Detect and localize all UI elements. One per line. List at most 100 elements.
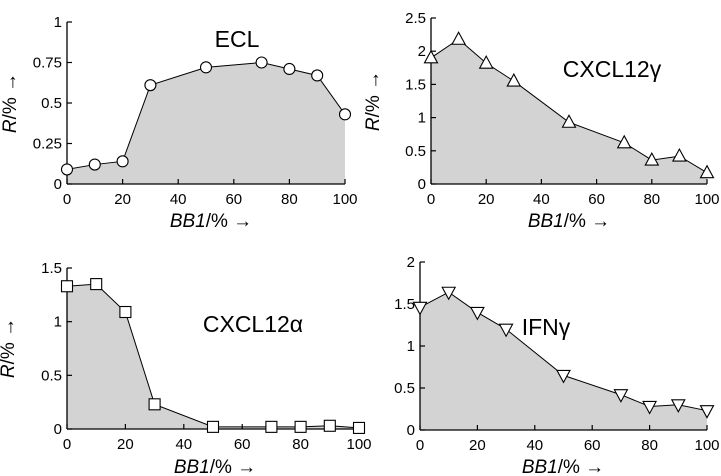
data-point — [561, 114, 577, 128]
y-tick-label: 0.25 — [33, 136, 62, 153]
data-point — [144, 79, 157, 92]
x-tick-label: 80 — [641, 437, 658, 454]
y-tick-label: 1.5 — [405, 76, 426, 93]
x-tick-label: 20 — [117, 436, 134, 453]
x-tick-label: 40 — [526, 437, 543, 454]
data-point — [556, 369, 571, 384]
y-tick-label: 1 — [54, 314, 62, 331]
series-area — [67, 284, 359, 429]
data-point — [644, 151, 660, 166]
y-tick-label: 0 — [54, 421, 62, 438]
chart-panel-4: 0 20 40 60 80 100 0 0.5 1 1.5 2 IFNγ BB1/% → — [394, 254, 719, 476]
y-tick-label: 0 — [54, 176, 62, 193]
x-tick-label: 80 — [643, 191, 660, 208]
y-tick-label: 0.5 — [405, 143, 426, 160]
x-tick-label: 60 — [588, 191, 605, 208]
x-tick-label: 100 — [346, 436, 371, 453]
y-tick-label: 2.5 — [405, 10, 426, 27]
x-tick-label: 0 — [63, 436, 71, 453]
y-tick-label: 1.5 — [41, 260, 62, 277]
data-point — [451, 31, 467, 45]
data-point — [616, 134, 632, 149]
data-point — [506, 72, 522, 87]
x-tick-label: 40 — [175, 436, 192, 453]
y-tick-label: 1.5 — [394, 296, 415, 313]
y-tick-label: 1 — [54, 14, 62, 31]
series-area — [420, 292, 707, 430]
x-axis-label: BB1/% → — [522, 457, 604, 476]
x-tick-label: 60 — [225, 191, 242, 208]
data-point — [255, 56, 268, 69]
data-point — [469, 306, 485, 321]
x-tick-label: 60 — [584, 437, 601, 454]
y-axis-label: R/% → — [363, 71, 384, 131]
x-tick-label: 40 — [533, 191, 550, 208]
data-point — [88, 158, 101, 171]
y-tick-label: 0 — [407, 422, 415, 439]
data-point — [412, 301, 428, 316]
y-tick-label: 0.5 — [41, 95, 62, 112]
x-tick-label: 60 — [234, 436, 251, 453]
chart-panel-2: 0 20 40 60 80 100 0 0.5 1 1.5 2 2.5 CXCL12γ BB1/% → R/… — [363, 10, 720, 232]
data-point — [294, 420, 307, 433]
data-point — [613, 389, 629, 403]
x-tick-label: 100 — [694, 437, 719, 454]
data-point — [206, 420, 220, 433]
x-tick-label: 20 — [478, 191, 495, 208]
data-point — [60, 163, 74, 176]
data-point — [699, 405, 715, 419]
data-point — [60, 280, 74, 293]
y-tick-label: 1 — [418, 110, 426, 127]
y-axis-label: R/% → — [0, 73, 21, 133]
y-tick-label: 2 — [407, 254, 415, 271]
data-point — [498, 323, 514, 338]
panel-title: CXCL12α — [203, 311, 303, 337]
data-point — [699, 164, 715, 179]
y-tick-label: 0.5 — [41, 367, 62, 384]
series-area — [67, 62, 345, 184]
data-point — [283, 62, 296, 76]
y-axis-label: R/% → — [0, 318, 19, 378]
x-tick-label: 0 — [63, 191, 71, 208]
chart-panel-1: 0 20 40 60 80 100 0 0.25 0.5 0.75 1 ECL BB1/% → R/% → — [0, 14, 358, 232]
chart-panel-3: 0 20 40 60 80 100 0 0.5 1 1.5 CXCL12α BB1/% → R/% → — [0, 260, 372, 476]
data-point — [265, 420, 278, 433]
x-tick-label: 40 — [170, 191, 187, 208]
y-tick-label: 0.5 — [394, 380, 415, 397]
x-tick-label: 80 — [292, 436, 309, 453]
x-tick-label: 80 — [281, 191, 298, 208]
data-point — [642, 400, 658, 415]
x-axis-label: BB1/% → — [528, 211, 610, 232]
x-tick-label: 0 — [427, 191, 435, 208]
x-tick-label: 20 — [469, 437, 486, 454]
data-point — [148, 398, 161, 411]
x-axis-label: BB1/% → — [174, 457, 256, 476]
y-tick-label: 1 — [407, 338, 415, 355]
y-tick-label: 0.75 — [33, 55, 62, 72]
series-area — [431, 39, 707, 184]
panel-title: ECL — [215, 26, 260, 52]
data-point — [311, 69, 324, 82]
data-point — [116, 155, 129, 168]
data-point — [338, 108, 352, 121]
data-point — [199, 61, 213, 74]
panel-title: CXCL12γ — [563, 56, 662, 82]
data-point — [441, 286, 457, 301]
x-tick-label: 100 — [694, 191, 719, 208]
x-tick-label: 20 — [114, 191, 131, 208]
data-point — [90, 278, 103, 291]
data-point — [478, 54, 494, 69]
data-point — [119, 305, 132, 319]
data-point — [352, 421, 366, 434]
data-point — [423, 49, 439, 64]
x-axis-label: BB1/% → — [170, 211, 252, 232]
y-tick-label: 0 — [418, 176, 426, 193]
data-point — [671, 147, 687, 162]
panel-title: IFNγ — [522, 314, 571, 340]
data-point — [670, 399, 686, 413]
x-tick-label: 0 — [416, 437, 424, 454]
data-point — [323, 419, 336, 432]
x-tick-label: 100 — [332, 191, 357, 208]
y-tick-label: 2 — [418, 43, 426, 60]
